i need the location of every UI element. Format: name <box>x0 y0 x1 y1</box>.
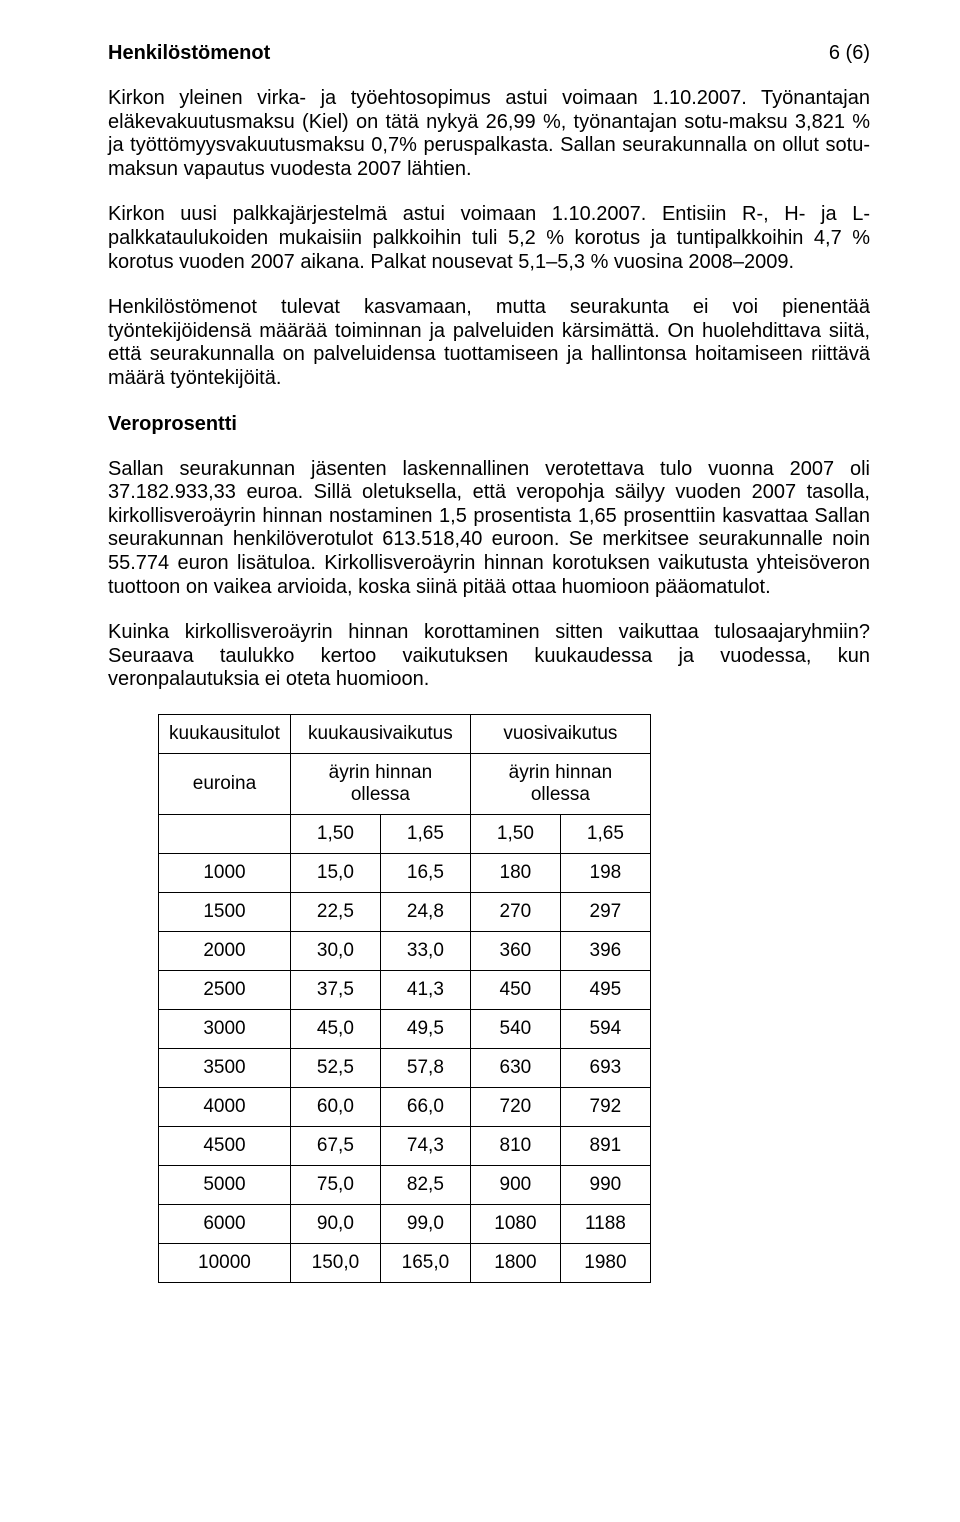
tax-impact-table-wrap: kuukausitulot kuukausivaikutus vuosivaik… <box>158 714 870 1283</box>
table-cell: 594 <box>560 1009 650 1048</box>
table-row: 600090,099,010801188 <box>159 1204 651 1243</box>
heading-henkilostomenot: Henkilöstömenot <box>108 42 870 65</box>
tax-impact-table: kuukausitulot kuukausivaikutus vuosivaik… <box>158 714 651 1283</box>
table-cell: 198 <box>560 853 650 892</box>
table-cell: 1000 <box>159 853 291 892</box>
table-cell: 1500 <box>159 892 291 931</box>
table-cell: 150,0 <box>290 1243 380 1282</box>
table-header-row-2: euroina äyrin hinnan ollessa äyrin hinna… <box>159 753 651 814</box>
th-m-150: 1,50 <box>290 814 380 853</box>
table-row: 450067,574,3810891 <box>159 1126 651 1165</box>
table-cell: 74,3 <box>380 1126 470 1165</box>
table-cell: 450 <box>470 970 560 1009</box>
table-cell: 3000 <box>159 1009 291 1048</box>
document-page: 6 (6) Henkilöstömenot Kirkon yleinen vir… <box>0 0 960 1522</box>
table-cell: 792 <box>560 1087 650 1126</box>
table-header-row-3: 1,50 1,65 1,50 1,65 <box>159 814 651 853</box>
table-cell: 900 <box>470 1165 560 1204</box>
table-row: 300045,049,5540594 <box>159 1009 651 1048</box>
table-cell: 270 <box>470 892 560 931</box>
page-number: 6 (6) <box>829 42 870 65</box>
th-income-1: kuukausitulot <box>159 714 291 753</box>
table-cell: 90,0 <box>290 1204 380 1243</box>
table-cell: 66,0 <box>380 1087 470 1126</box>
th-y-150: 1,50 <box>470 814 560 853</box>
table-cell: 180 <box>470 853 560 892</box>
table-cell: 630 <box>470 1048 560 1087</box>
th-y-165: 1,65 <box>560 814 650 853</box>
table-row: 200030,033,0360396 <box>159 931 651 970</box>
table-header-row-1: kuukausitulot kuukausivaikutus vuosivaik… <box>159 714 651 753</box>
table-cell: 360 <box>470 931 560 970</box>
th-year-1: vuosivaikutus <box>470 714 650 753</box>
table-cell: 810 <box>470 1126 560 1165</box>
table-cell: 24,8 <box>380 892 470 931</box>
table-cell: 3500 <box>159 1048 291 1087</box>
table-row: 500075,082,5900990 <box>159 1165 651 1204</box>
table-cell: 10000 <box>159 1243 291 1282</box>
table-cell: 495 <box>560 970 650 1009</box>
paragraph-3: Henkilöstömenot tulevat kasvamaan, mutta… <box>108 296 870 390</box>
table-cell: 4000 <box>159 1087 291 1126</box>
table-head: kuukausitulot kuukausivaikutus vuosivaik… <box>159 714 651 853</box>
table-cell: 396 <box>560 931 650 970</box>
table-cell: 67,5 <box>290 1126 380 1165</box>
paragraph-2: Kirkon uusi palkkajärjestelmä astui voim… <box>108 203 870 274</box>
table-cell: 30,0 <box>290 931 380 970</box>
table-row: 100015,016,5180198 <box>159 853 651 892</box>
table-row: 10000150,0165,018001980 <box>159 1243 651 1282</box>
table-cell: 540 <box>470 1009 560 1048</box>
table-cell: 5000 <box>159 1165 291 1204</box>
table-cell: 990 <box>560 1165 650 1204</box>
table-cell: 99,0 <box>380 1204 470 1243</box>
th-month-1: kuukausivaikutus <box>290 714 470 753</box>
table-cell: 297 <box>560 892 650 931</box>
table-row: 400060,066,0720792 <box>159 1087 651 1126</box>
table-cell: 15,0 <box>290 853 380 892</box>
th-income-2: euroina <box>159 753 291 814</box>
table-cell: 60,0 <box>290 1087 380 1126</box>
table-cell: 2500 <box>159 970 291 1009</box>
table-cell: 33,0 <box>380 931 470 970</box>
paragraph-1: Kirkon yleinen virka- ja työehtosopimus … <box>108 87 870 181</box>
table-cell: 52,5 <box>290 1048 380 1087</box>
table-cell: 16,5 <box>380 853 470 892</box>
table-cell: 1980 <box>560 1243 650 1282</box>
table-cell: 22,5 <box>290 892 380 931</box>
table-cell: 82,5 <box>380 1165 470 1204</box>
table-cell: 6000 <box>159 1204 291 1243</box>
table-body: 100015,016,5180198150022,524,82702972000… <box>159 853 651 1282</box>
table-cell: 720 <box>470 1087 560 1126</box>
th-year-2: äyrin hinnan ollessa <box>470 753 650 814</box>
table-cell: 49,5 <box>380 1009 470 1048</box>
table-cell: 165,0 <box>380 1243 470 1282</box>
table-cell: 1800 <box>470 1243 560 1282</box>
table-cell: 693 <box>560 1048 650 1087</box>
paragraph-5: Kuinka kirkollisveroäyrin hinnan korotta… <box>108 621 870 692</box>
table-cell: 1188 <box>560 1204 650 1243</box>
table-cell: 57,8 <box>380 1048 470 1087</box>
table-row: 250037,541,3450495 <box>159 970 651 1009</box>
th-month-2: äyrin hinnan ollessa <box>290 753 470 814</box>
th-m-165: 1,65 <box>380 814 470 853</box>
table-cell: 891 <box>560 1126 650 1165</box>
paragraph-4: Sallan seurakunnan jäsenten laskennallin… <box>108 458 870 600</box>
table-cell: 37,5 <box>290 970 380 1009</box>
table-cell: 45,0 <box>290 1009 380 1048</box>
table-row: 350052,557,8630693 <box>159 1048 651 1087</box>
table-cell: 75,0 <box>290 1165 380 1204</box>
table-cell: 4500 <box>159 1126 291 1165</box>
heading-veroprosentti: Veroprosentti <box>108 413 870 436</box>
table-cell: 41,3 <box>380 970 470 1009</box>
th-blank <box>159 814 291 853</box>
table-cell: 2000 <box>159 931 291 970</box>
table-cell: 1080 <box>470 1204 560 1243</box>
table-row: 150022,524,8270297 <box>159 892 651 931</box>
